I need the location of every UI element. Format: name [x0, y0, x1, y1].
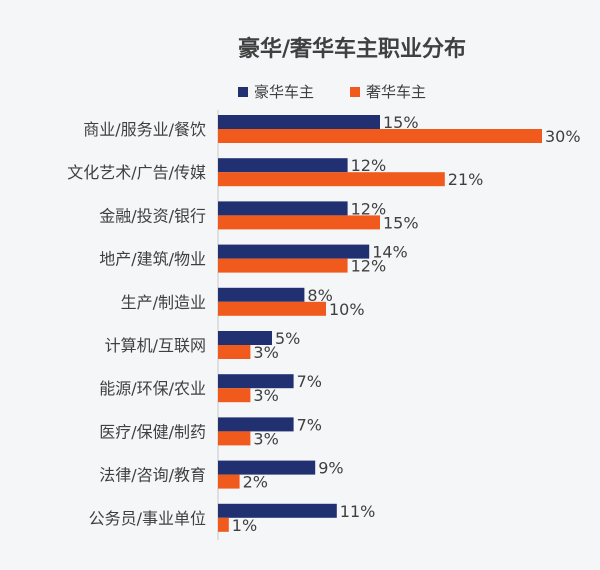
data-label-premium: 1%	[232, 516, 257, 535]
data-label-premium: 3%	[253, 343, 278, 362]
data-label-premium: 30%	[545, 127, 581, 146]
category-label: 能源/环保/农业	[99, 379, 206, 398]
bar-premium	[218, 388, 251, 403]
data-label-premium: 2%	[243, 473, 268, 492]
legend-swatch-luxury	[238, 87, 248, 97]
data-label-luxury: 9%	[318, 459, 343, 478]
bar-luxury	[218, 201, 348, 216]
bar-premium	[218, 301, 326, 316]
bar-premium	[218, 474, 240, 489]
data-label-premium: 3%	[253, 386, 278, 405]
bar-luxury	[218, 158, 348, 173]
data-label-luxury: 7%	[297, 372, 322, 391]
category-label: 生产/制造业	[121, 293, 206, 312]
bar-premium	[218, 431, 251, 446]
data-label-premium: 15%	[383, 213, 419, 232]
bar-luxury	[218, 244, 370, 259]
legend: 豪华车主 奢华车主	[238, 83, 426, 101]
data-label-luxury: 8%	[307, 286, 332, 305]
category-label: 地产/建筑/物业	[99, 250, 206, 269]
bar-luxury	[218, 460, 316, 475]
data-label-premium: 10%	[329, 300, 365, 319]
legend-label-luxury: 豪华车主	[254, 83, 314, 101]
bar-luxury	[218, 331, 272, 345]
bar-luxury	[218, 417, 294, 432]
data-label-premium: 21%	[448, 170, 484, 189]
bar-premium	[218, 129, 542, 143]
chart-title: 豪华/奢华车主职业分布	[238, 36, 466, 62]
data-label-luxury: 14%	[372, 243, 408, 262]
data-label-luxury: 15%	[383, 113, 419, 132]
category-label: 金融/投资/银行	[99, 206, 206, 225]
data-label-luxury: 5%	[275, 329, 300, 348]
data-label-premium: 12%	[351, 257, 387, 276]
bar-premium	[218, 258, 348, 273]
plot-area: 商业/服务业/餐饮 15% 30% 文化艺术/广告/传媒 12% 21% 金融/投资/银行 1…	[67, 113, 580, 535]
category-label: 法律/咨询/教育	[99, 466, 206, 485]
bar-luxury	[218, 503, 337, 518]
category-label: 公务员/事业单位	[89, 509, 206, 528]
bar-premium	[218, 172, 445, 187]
bar-luxury	[218, 115, 380, 129]
category-label: 医疗/保健/制药	[99, 422, 206, 441]
category-label: 计算机/互联网	[105, 336, 206, 355]
legend-swatch-premium	[350, 87, 360, 97]
bar-luxury	[218, 374, 294, 389]
data-label-premium: 3%	[253, 429, 278, 448]
category-label: 商业/服务业/餐饮	[83, 120, 206, 139]
legend-label-premium: 奢华车主	[366, 83, 426, 101]
category-label: 文化艺术/广告/传媒	[67, 163, 206, 182]
data-label-luxury: 11%	[340, 502, 376, 521]
data-label-luxury: 7%	[297, 415, 322, 434]
bar-premium	[218, 517, 229, 532]
bar-premium	[218, 215, 380, 230]
data-label-luxury: 12%	[351, 156, 387, 175]
bar-luxury	[218, 287, 305, 302]
bar-premium	[218, 345, 251, 359]
data-label-luxury: 12%	[351, 199, 387, 218]
